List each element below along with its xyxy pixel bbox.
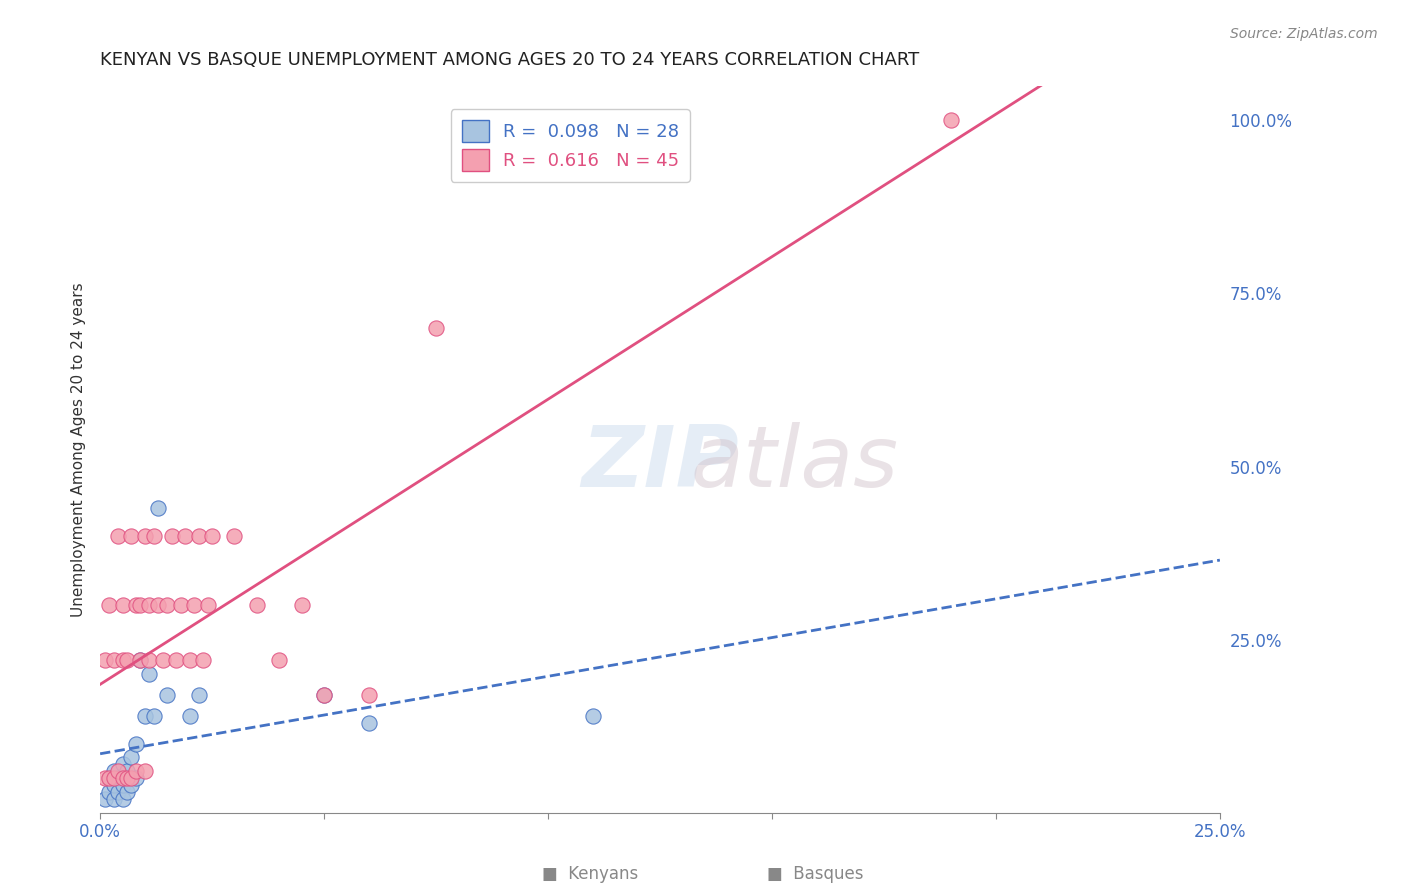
Point <box>98 771 121 785</box>
Point <box>111 653 134 667</box>
Point <box>939 113 962 128</box>
Point <box>156 598 179 612</box>
Point <box>103 792 125 806</box>
Point <box>269 653 291 667</box>
Point <box>125 764 148 779</box>
Point <box>115 785 138 799</box>
Text: ■  Kenyans: ■ Kenyans <box>543 865 638 883</box>
Point <box>142 529 165 543</box>
Point <box>103 764 125 779</box>
Point <box>312 688 335 702</box>
Point <box>93 771 115 785</box>
Point <box>138 667 160 681</box>
Point <box>107 764 129 779</box>
Point <box>191 653 214 667</box>
Point <box>98 785 121 799</box>
Text: ■  Basques: ■ Basques <box>768 865 863 883</box>
Text: atlas: atlas <box>690 422 898 505</box>
Point <box>201 529 224 543</box>
Point <box>142 709 165 723</box>
Point <box>121 778 143 792</box>
Point <box>134 764 156 779</box>
Text: ZIP: ZIP <box>581 422 738 505</box>
Point <box>125 598 148 612</box>
Point <box>115 771 138 785</box>
Point <box>425 321 447 335</box>
Legend: R =  0.098   N = 28, R =  0.616   N = 45: R = 0.098 N = 28, R = 0.616 N = 45 <box>451 109 690 182</box>
Point <box>111 757 134 772</box>
Point <box>121 771 143 785</box>
Point <box>312 688 335 702</box>
Point <box>174 529 197 543</box>
Point <box>357 688 380 702</box>
Point <box>125 737 148 751</box>
Point <box>179 709 201 723</box>
Point <box>165 653 187 667</box>
Point <box>187 688 209 702</box>
Point <box>111 792 134 806</box>
Point <box>183 598 205 612</box>
Point <box>148 501 170 516</box>
Point <box>107 785 129 799</box>
Point <box>121 750 143 764</box>
Point <box>98 598 121 612</box>
Point <box>148 598 170 612</box>
Point <box>125 771 148 785</box>
Point <box>129 653 152 667</box>
Point <box>582 709 605 723</box>
Point <box>224 529 246 543</box>
Point <box>156 688 179 702</box>
Point <box>107 529 129 543</box>
Point <box>246 598 269 612</box>
Point <box>98 771 121 785</box>
Point <box>103 778 125 792</box>
Point <box>111 771 134 785</box>
Point <box>187 529 209 543</box>
Point <box>134 529 156 543</box>
Point <box>170 598 193 612</box>
Point <box>129 653 152 667</box>
Text: KENYAN VS BASQUE UNEMPLOYMENT AMONG AGES 20 TO 24 YEARS CORRELATION CHART: KENYAN VS BASQUE UNEMPLOYMENT AMONG AGES… <box>100 51 920 69</box>
Point <box>138 598 160 612</box>
Point <box>115 764 138 779</box>
Point <box>197 598 219 612</box>
Point <box>291 598 314 612</box>
Point <box>115 653 138 667</box>
Point <box>179 653 201 667</box>
Point <box>111 778 134 792</box>
Point <box>160 529 183 543</box>
Text: Source: ZipAtlas.com: Source: ZipAtlas.com <box>1230 27 1378 41</box>
Point <box>138 653 160 667</box>
Point <box>121 529 143 543</box>
Point <box>93 792 115 806</box>
Point <box>93 653 115 667</box>
Point <box>357 715 380 730</box>
Point <box>152 653 174 667</box>
Point <box>134 709 156 723</box>
Point <box>103 653 125 667</box>
Point <box>129 598 152 612</box>
Point <box>111 598 134 612</box>
Point <box>103 771 125 785</box>
Y-axis label: Unemployment Among Ages 20 to 24 years: Unemployment Among Ages 20 to 24 years <box>72 282 86 616</box>
Point <box>107 771 129 785</box>
